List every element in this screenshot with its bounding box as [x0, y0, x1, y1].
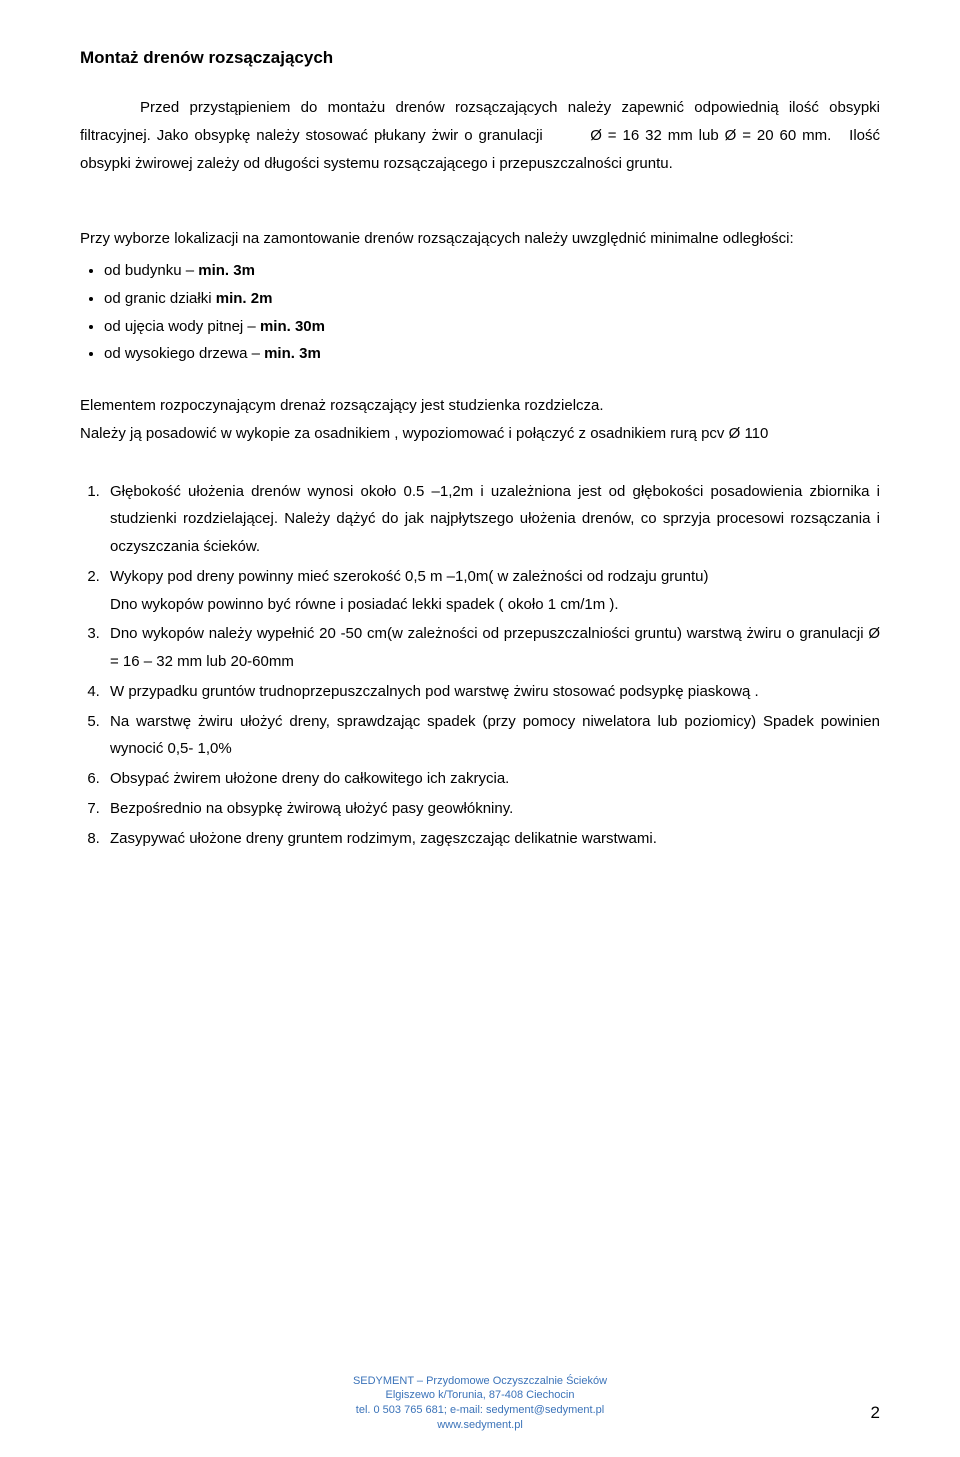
- paragraph-studzienka-1: Elementem rozpoczynającym drenaż rozsącz…: [80, 392, 880, 420]
- footer-line-2: Elgiszewo k/Torunia, 87-408 Ciechocin: [0, 1388, 960, 1403]
- list-item: Dno wykopów należy wypełnić 20 -50 cm(w …: [104, 620, 880, 676]
- paragraph-intro: Przed przystąpieniem do montażu drenów r…: [80, 94, 880, 177]
- bullet-bold: min. 30m: [260, 318, 325, 335]
- section-heading: Montaż drenów rozsączających: [80, 48, 880, 68]
- list-item: Wykopy pod dreny powinny mieć szerokość …: [104, 563, 880, 619]
- bullet-list-distances: od budynku – min. 3m od granic działki m…: [80, 257, 880, 368]
- list-item: Zasypywać ułożone dreny gruntem rodzimym…: [104, 825, 880, 853]
- paragraph-distances-lead: Przy wyborze lokalizacji na zamontowanie…: [80, 225, 880, 253]
- paragraph-studzienka-2: Należy ją posadowić w wykopie za osadnik…: [80, 420, 880, 448]
- list-item: od wysokiego drzewa – min. 3m: [104, 340, 880, 368]
- list-item: od granic działki min. 2m: [104, 285, 880, 313]
- list-item: W przypadku gruntów trudnoprzepuszczalny…: [104, 678, 880, 706]
- bullet-bold: min. 3m: [198, 262, 255, 279]
- footer-line-4: www.sedyment.pl: [0, 1418, 960, 1433]
- list-item: Obsypać żwirem ułożone dreny do całkowit…: [104, 765, 880, 793]
- list-item: Bezpośrednio na obsypkę żwirową ułożyć p…: [104, 795, 880, 823]
- list-item: Na warstwę żwiru ułożyć dreny, sprawdzaj…: [104, 708, 880, 764]
- footer-line-3: tel. 0 503 765 681; e-mail: sedyment@sed…: [0, 1403, 960, 1418]
- bullet-bold: min. 3m: [264, 345, 321, 362]
- bullet-text: od wysokiego drzewa –: [104, 345, 264, 362]
- list-item: Głębokość ułożenia drenów wynosi około 0…: [104, 478, 880, 561]
- bullet-text: od ujęcia wody pitnej –: [104, 318, 260, 335]
- bullet-text: od granic działki: [104, 290, 216, 307]
- bullet-bold: min. 2m: [216, 290, 273, 307]
- footer-line-1: SEDYMENT – Przydomowe Oczyszczalnie Ście…: [0, 1374, 960, 1389]
- numbered-list-steps: Głębokość ułożenia drenów wynosi około 0…: [80, 478, 880, 853]
- list-item: od ujęcia wody pitnej – min. 30m: [104, 313, 880, 341]
- page-footer: SEDYMENT – Przydomowe Oczyszczalnie Ście…: [0, 1374, 960, 1433]
- page-number: 2: [871, 1403, 880, 1423]
- list-item: od budynku – min. 3m: [104, 257, 880, 285]
- bullet-text: od budynku –: [104, 262, 198, 279]
